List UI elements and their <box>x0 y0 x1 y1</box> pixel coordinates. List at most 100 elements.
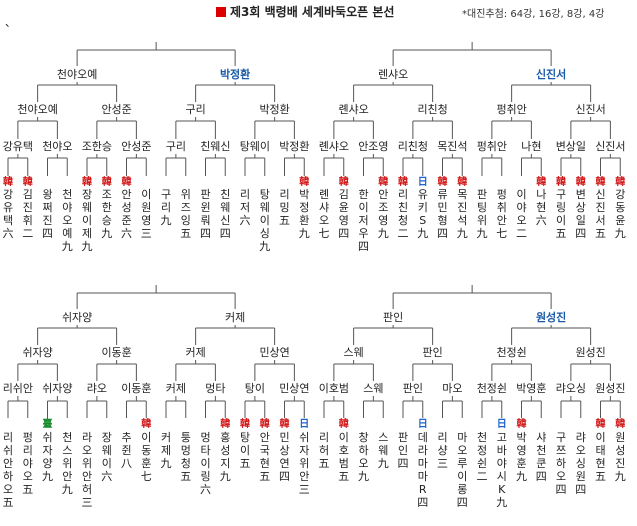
player-name: 고바야시K九 <box>496 431 508 509</box>
player-name: 펑리야오五 <box>22 431 34 496</box>
korea-flag-icon: 韓 <box>556 177 566 188</box>
round-label-l64: 커제 <box>165 382 186 395</box>
player-name: 쉬자위안三 <box>298 431 310 496</box>
player-name: 류민형四 <box>437 188 448 240</box>
korea-flag-icon: 韓 <box>259 419 270 430</box>
korea-flag-icon: 韓 <box>536 177 547 188</box>
player-name: 목진석九 <box>456 188 468 240</box>
round-label-l64: 판인 <box>402 382 423 395</box>
round-label-l64: 쉬자양 <box>42 382 73 395</box>
round-label-l16: 박정환 <box>259 103 290 116</box>
korea-flag-icon: 韓 <box>220 419 231 430</box>
korea-flag-icon: 韓 <box>457 177 468 188</box>
korea-flag-icon: 韓 <box>437 177 448 188</box>
round-label-l32: 쉬자양 <box>61 311 93 324</box>
player-name: 구리九 <box>160 188 172 227</box>
round-label-l32: 커제 <box>225 311 246 324</box>
player-name: 퉁멍청五 <box>180 431 192 483</box>
round-label-l32: 박정환 <box>219 68 251 81</box>
round-label-l64: 원성진 <box>595 382 626 395</box>
round-label-l64: 탕웨이 <box>239 140 271 153</box>
korea-flag-icon: 韓 <box>101 177 112 188</box>
round-label-l64: 리친청 <box>397 140 429 153</box>
player-name: 멍타이링六 <box>200 431 211 496</box>
player-name: 커제九 <box>160 431 172 470</box>
round-label-l32: 렌샤오 <box>377 68 409 81</box>
round-label-l16: 민상연 <box>259 346 290 359</box>
japan-flag-icon: 日 <box>299 419 310 430</box>
player-name: 장웨이六 <box>101 431 113 483</box>
korea-flag-icon: 韓 <box>141 419 152 430</box>
player-name: 이원영三 <box>140 188 152 240</box>
round-label-l64: 박정환 <box>279 140 310 153</box>
player-name: 구쯔하오四 <box>555 431 567 496</box>
player-name: 안성준六 <box>121 188 132 240</box>
player-name: 쉬자양九 <box>42 431 53 483</box>
player-name: 리밍五 <box>279 188 290 227</box>
round-label-l64: 변상일 <box>555 140 587 153</box>
title-square-icon <box>216 7 226 17</box>
page-title: 제3회 백령배 세계바둑오픈 본선 <box>216 3 394 20</box>
round-label-l64: 랴오 <box>86 382 107 395</box>
round-label-l64: 이호범 <box>318 382 350 395</box>
player-name: 김진휘二 <box>22 188 34 240</box>
round-label-l16: 안성준 <box>101 103 132 116</box>
title-text: 제3회 백령배 세계바둑오픈 본선 <box>230 5 395 19</box>
player-name: 탕웨이싱九 <box>259 188 271 253</box>
korea-flag-icon: 韓 <box>378 177 389 188</box>
player-name: 민상연四 <box>279 431 290 483</box>
player-name: 리친청二 <box>397 188 409 240</box>
player-name: 이호범五 <box>338 431 350 483</box>
round-label-l64: 리쉬안 <box>2 382 34 395</box>
player-name: 추쥔八 <box>121 431 132 470</box>
round-label-l64: 신진서 <box>595 140 626 153</box>
round-label-l64: 민상연 <box>279 382 310 395</box>
player-name: 유키S九 <box>417 188 429 240</box>
round-label-l16: 구리 <box>185 103 206 116</box>
player-name: 리허五 <box>318 431 330 470</box>
round-label-l32: 원성진 <box>535 311 567 324</box>
round-label-l16: 판인 <box>422 346 443 359</box>
korea-flag-icon: 韓 <box>595 177 606 188</box>
player-name: 리샹三 <box>437 431 448 470</box>
japan-flag-icon: 日 <box>417 419 428 430</box>
player-name: 신진서五 <box>595 188 606 240</box>
player-name: 데라마마R四 <box>417 431 429 509</box>
round-label-l64: 천정쉰 <box>476 382 508 395</box>
player-name: 조한승九 <box>101 188 113 240</box>
player-name: 라오위안허三 <box>81 431 93 509</box>
round-label-l16: 이동훈 <box>101 346 132 359</box>
round-label-l64: 강유택 <box>2 140 34 153</box>
player-name: 강유택六 <box>2 188 14 240</box>
japan-flag-icon: 日 <box>496 419 507 430</box>
player-name: 박정환九 <box>298 188 310 240</box>
player-name: 한이저우四 <box>358 188 369 253</box>
player-name: 마오루이롱四 <box>456 431 468 509</box>
korea-flag-icon: 韓 <box>22 177 33 188</box>
round-label-l16: 신진서 <box>575 103 606 116</box>
player-name: 왕쩌진四 <box>42 188 53 240</box>
korea-flag-icon: 韓 <box>279 419 290 430</box>
round-label-l64: 탕이 <box>244 382 265 395</box>
player-name: 친웨신四 <box>219 188 231 240</box>
player-name: 안국현五 <box>259 431 271 483</box>
player-name: 안조영九 <box>377 188 389 240</box>
player-name: 리쉬안하오五 <box>2 431 14 509</box>
player-name: 김윤영四 <box>338 188 350 240</box>
korea-flag-icon: 韓 <box>575 177 586 188</box>
korea-flag-icon: 韓 <box>121 177 132 188</box>
round-label-l64: 조한승 <box>81 140 113 153</box>
round-label-l16: 커제 <box>185 346 206 359</box>
player-name: 롄샤오七 <box>318 188 330 240</box>
player-name: 천야오예九 <box>61 188 73 253</box>
korea-flag-icon: 韓 <box>240 419 250 430</box>
player-name: 천정쉰二 <box>476 431 488 483</box>
korea-flag-icon: 韓 <box>595 419 606 430</box>
korea-flag-icon: 韓 <box>615 419 626 430</box>
player-name: 위즈잉五 <box>180 188 192 240</box>
player-name: 판윈뤄四 <box>200 188 211 240</box>
round-label-l64: 롄샤오 <box>318 140 350 153</box>
player-name: 천스위안九 <box>61 431 73 496</box>
player-name: 탕이五 <box>239 431 251 470</box>
